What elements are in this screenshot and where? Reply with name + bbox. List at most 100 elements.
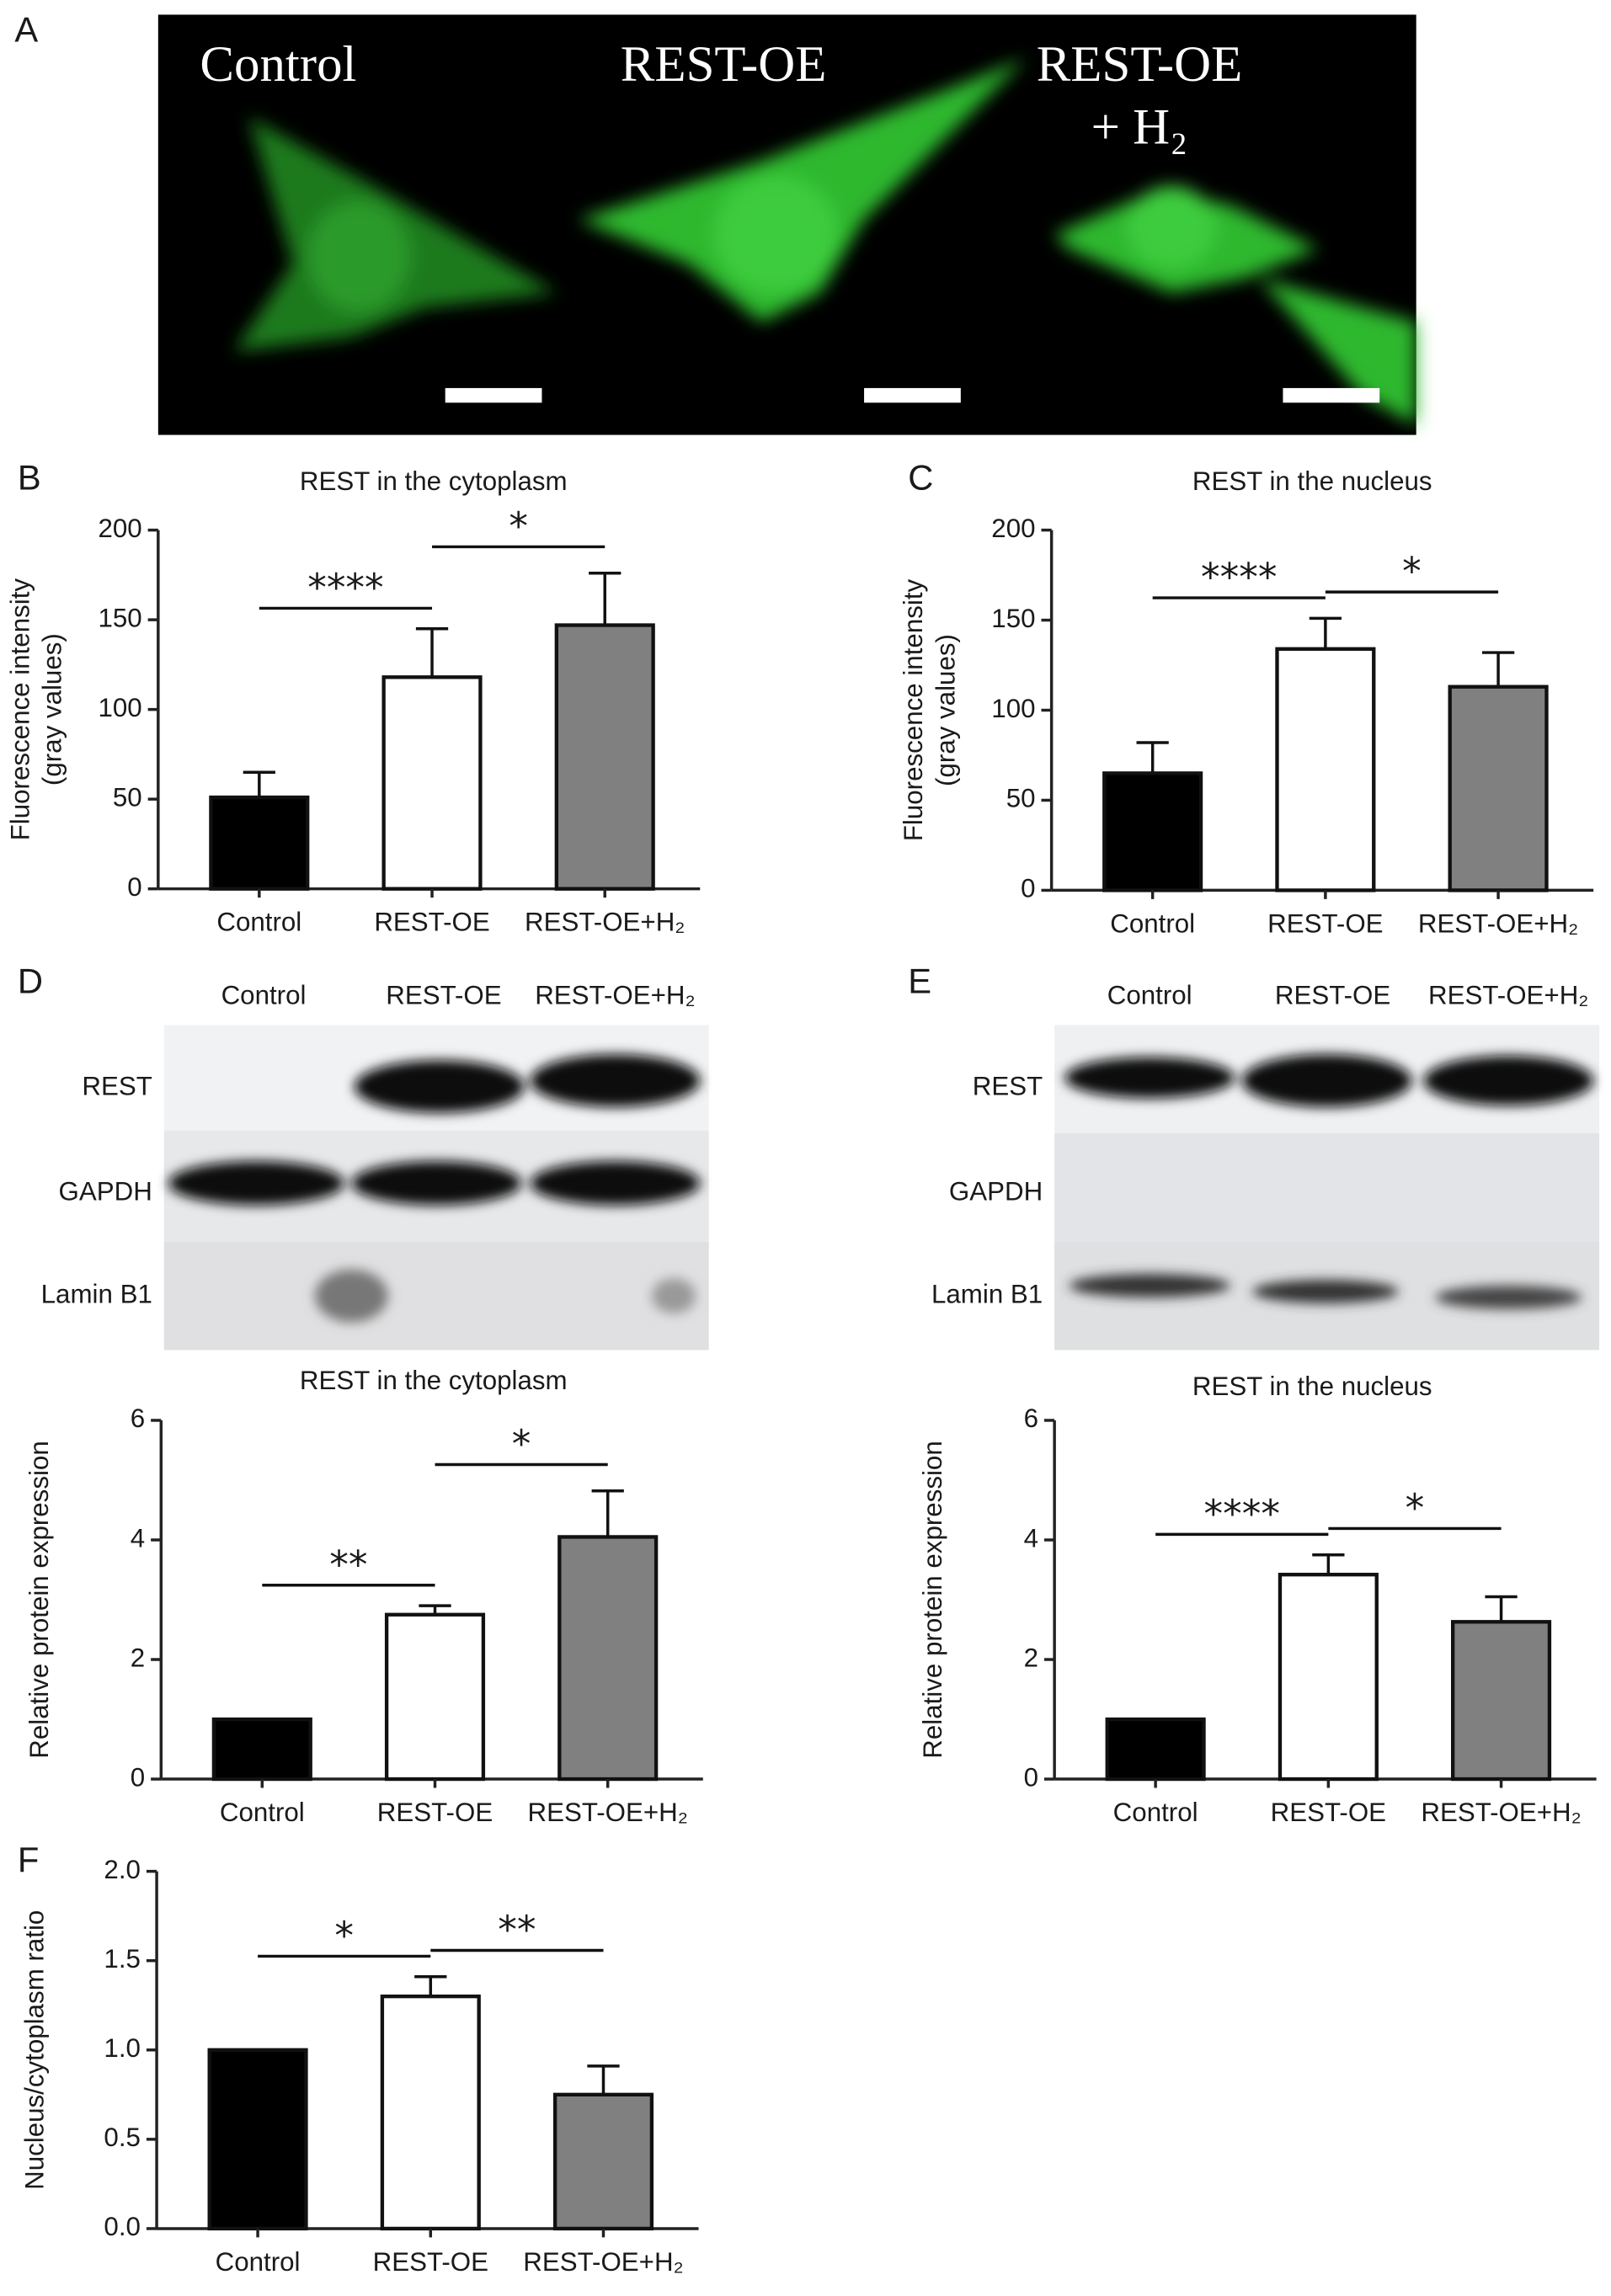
cells xyxy=(234,58,1416,425)
y-tick-label: 6 xyxy=(1024,1404,1038,1433)
significance-label: * xyxy=(334,1914,354,1958)
lane-label: REST-OE xyxy=(1275,981,1390,1010)
lane-label: Control xyxy=(1107,981,1192,1010)
y-tick-label: 100 xyxy=(991,694,1035,723)
y-tick-label: 150 xyxy=(991,604,1035,633)
y-tick-label: 50 xyxy=(113,782,142,812)
y-axis-label: Relative protein expression xyxy=(24,1441,54,1759)
panel-letter: B xyxy=(18,457,41,497)
significance-label: * xyxy=(512,1422,531,1467)
x-tick-label: Control xyxy=(1110,908,1195,938)
lane-label: REST-OE+H₂ xyxy=(535,981,695,1010)
bar xyxy=(554,623,655,891)
y-axis-label: Fluorescence intensity xyxy=(5,578,35,841)
panel-letter: F xyxy=(18,1840,39,1879)
bar xyxy=(1451,1620,1552,1782)
panel-letter: D xyxy=(18,962,43,1001)
significance-label: * xyxy=(1402,549,1422,594)
row-label: GAPDH xyxy=(59,1177,152,1207)
y-tick-label: 200 xyxy=(991,514,1035,543)
significance-label: ** xyxy=(498,1908,536,1952)
x-tick-label: REST-OE+H₂ xyxy=(525,908,685,937)
bar xyxy=(211,1717,312,1782)
x-tick-label: Control xyxy=(1113,1798,1198,1827)
lane-label: Control xyxy=(221,981,307,1010)
bar xyxy=(209,795,310,891)
y-tick-label: 0.0 xyxy=(104,2212,141,2241)
y-axis-label: Nucleus/cytoplasm ratio xyxy=(20,1910,50,2190)
image-label: REST-OE xyxy=(621,36,827,93)
x-tick-label: REST-OE+H₂ xyxy=(528,1798,688,1827)
y-tick-label: 0 xyxy=(1021,874,1035,903)
significance-label: **** xyxy=(1204,1492,1280,1537)
panel-letter: C xyxy=(908,457,933,497)
x-tick-label: REST-OE xyxy=(374,908,489,937)
x-tick-label: REST-OE+H₂ xyxy=(1421,1798,1581,1827)
row-label: GAPDH xyxy=(949,1177,1043,1207)
y-tick-label: 100 xyxy=(98,693,141,722)
y-tick-label: 50 xyxy=(1006,784,1036,813)
y-axis-label: (gray values) xyxy=(38,633,67,786)
y-tick-label: 1.0 xyxy=(104,2033,141,2063)
bar xyxy=(1448,685,1549,892)
x-tick-label: REST-OE xyxy=(377,1798,493,1827)
chart-title: REST in the cytoplasm xyxy=(300,466,568,496)
x-tick-label: REST-OE+H₂ xyxy=(523,2247,683,2277)
blot xyxy=(1054,1025,1600,1350)
y-tick-label: 150 xyxy=(98,603,141,632)
panel-letter: E xyxy=(908,962,931,1001)
bar xyxy=(1102,771,1203,892)
y-tick-label: 0 xyxy=(1024,1762,1038,1792)
bar xyxy=(557,1535,659,1782)
chart-title: REST in the nucleus xyxy=(1192,466,1432,496)
significance-label: ** xyxy=(329,1542,367,1587)
row-label: REST xyxy=(82,1071,152,1100)
image-label: + H₂ xyxy=(1091,99,1188,156)
y-tick-label: 4 xyxy=(131,1523,145,1553)
x-tick-label: REST-OE xyxy=(1267,908,1383,938)
bar xyxy=(552,2092,654,2231)
y-tick-label: 4 xyxy=(1024,1523,1038,1553)
chart-title: REST in the cytoplasm xyxy=(300,1366,568,1395)
blot xyxy=(163,1025,709,1350)
y-tick-label: 2 xyxy=(131,1643,145,1672)
scale-bar xyxy=(864,387,961,403)
row-label: REST xyxy=(973,1071,1043,1100)
y-tick-label: 0 xyxy=(127,872,141,902)
y-tick-label: 0 xyxy=(131,1762,145,1792)
row-label: Lamin B1 xyxy=(41,1279,152,1308)
y-tick-label: 2 xyxy=(1024,1643,1038,1672)
significance-label: * xyxy=(1406,1486,1425,1531)
x-tick-label: Control xyxy=(220,1798,305,1827)
chart-title: REST in the nucleus xyxy=(1192,1372,1432,1401)
scale-bar xyxy=(1283,387,1380,403)
y-axis-label: Relative protein expression xyxy=(918,1441,947,1759)
x-tick-label: REST-OE xyxy=(373,2247,488,2277)
y-axis-label: (gray values) xyxy=(931,634,960,786)
x-tick-label: Control xyxy=(216,2247,301,2277)
y-tick-label: 200 xyxy=(98,514,141,543)
image-label: Control xyxy=(200,36,356,93)
significance-label: **** xyxy=(1201,555,1277,599)
bar xyxy=(1105,1717,1206,1782)
y-axis-label: Fluorescence intensity xyxy=(899,578,928,841)
y-tick-label: 1.5 xyxy=(104,1944,141,1974)
bar xyxy=(380,1994,481,2231)
lane-label: REST-OE+H₂ xyxy=(1428,981,1588,1010)
significance-label: * xyxy=(509,504,528,549)
y-tick-label: 6 xyxy=(131,1404,145,1433)
bar xyxy=(384,1612,486,1782)
y-tick-label: 0.5 xyxy=(104,2123,141,2152)
y-tick-label: 2.0 xyxy=(104,1855,141,1884)
image-label: REST-OE xyxy=(1037,36,1243,93)
lane-label: REST-OE xyxy=(386,981,501,1010)
bar xyxy=(1278,1573,1379,1782)
x-tick-label: REST-OE+H₂ xyxy=(1418,908,1578,938)
scale-bar xyxy=(445,387,542,403)
bar xyxy=(1275,647,1376,892)
significance-label: **** xyxy=(307,566,383,610)
bar xyxy=(381,675,483,891)
bar xyxy=(207,2048,308,2231)
